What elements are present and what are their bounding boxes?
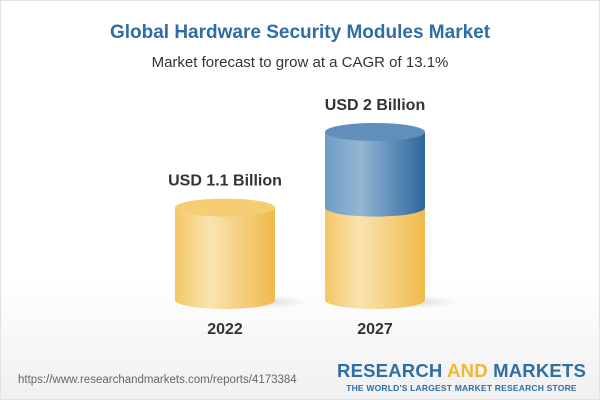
category-label: 2027 <box>357 321 393 338</box>
logo-text: MARKETS <box>487 360 586 381</box>
logo-text: RESEARCH <box>337 360 448 381</box>
source-url[interactable]: https://www.researchandmarkets.com/repor… <box>18 374 297 386</box>
data-label: USD 1.1 Billion <box>168 173 282 190</box>
bar-2027-growth <box>325 132 425 217</box>
chart-subtitle: Market forecast to grow at a CAGR of 13.… <box>151 54 449 71</box>
bar-2027-growth-top <box>325 123 425 141</box>
data-label: USD 2 Billion <box>325 97 425 114</box>
logo-text: AND <box>447 360 488 381</box>
bar-2022 <box>175 207 275 309</box>
bar-2027-base <box>325 207 425 309</box>
research-and-markets-logo[interactable]: RESEARCH AND MARKETS THE WORLD'S LARGEST… <box>337 360 586 393</box>
category-label: 2022 <box>207 321 243 338</box>
bar-2022-top <box>175 198 275 217</box>
logo-tagline: THE WORLD'S LARGEST MARKET RESEARCH STOR… <box>346 383 577 393</box>
chart-title: Global Hardware Security Modules Market <box>109 22 491 43</box>
